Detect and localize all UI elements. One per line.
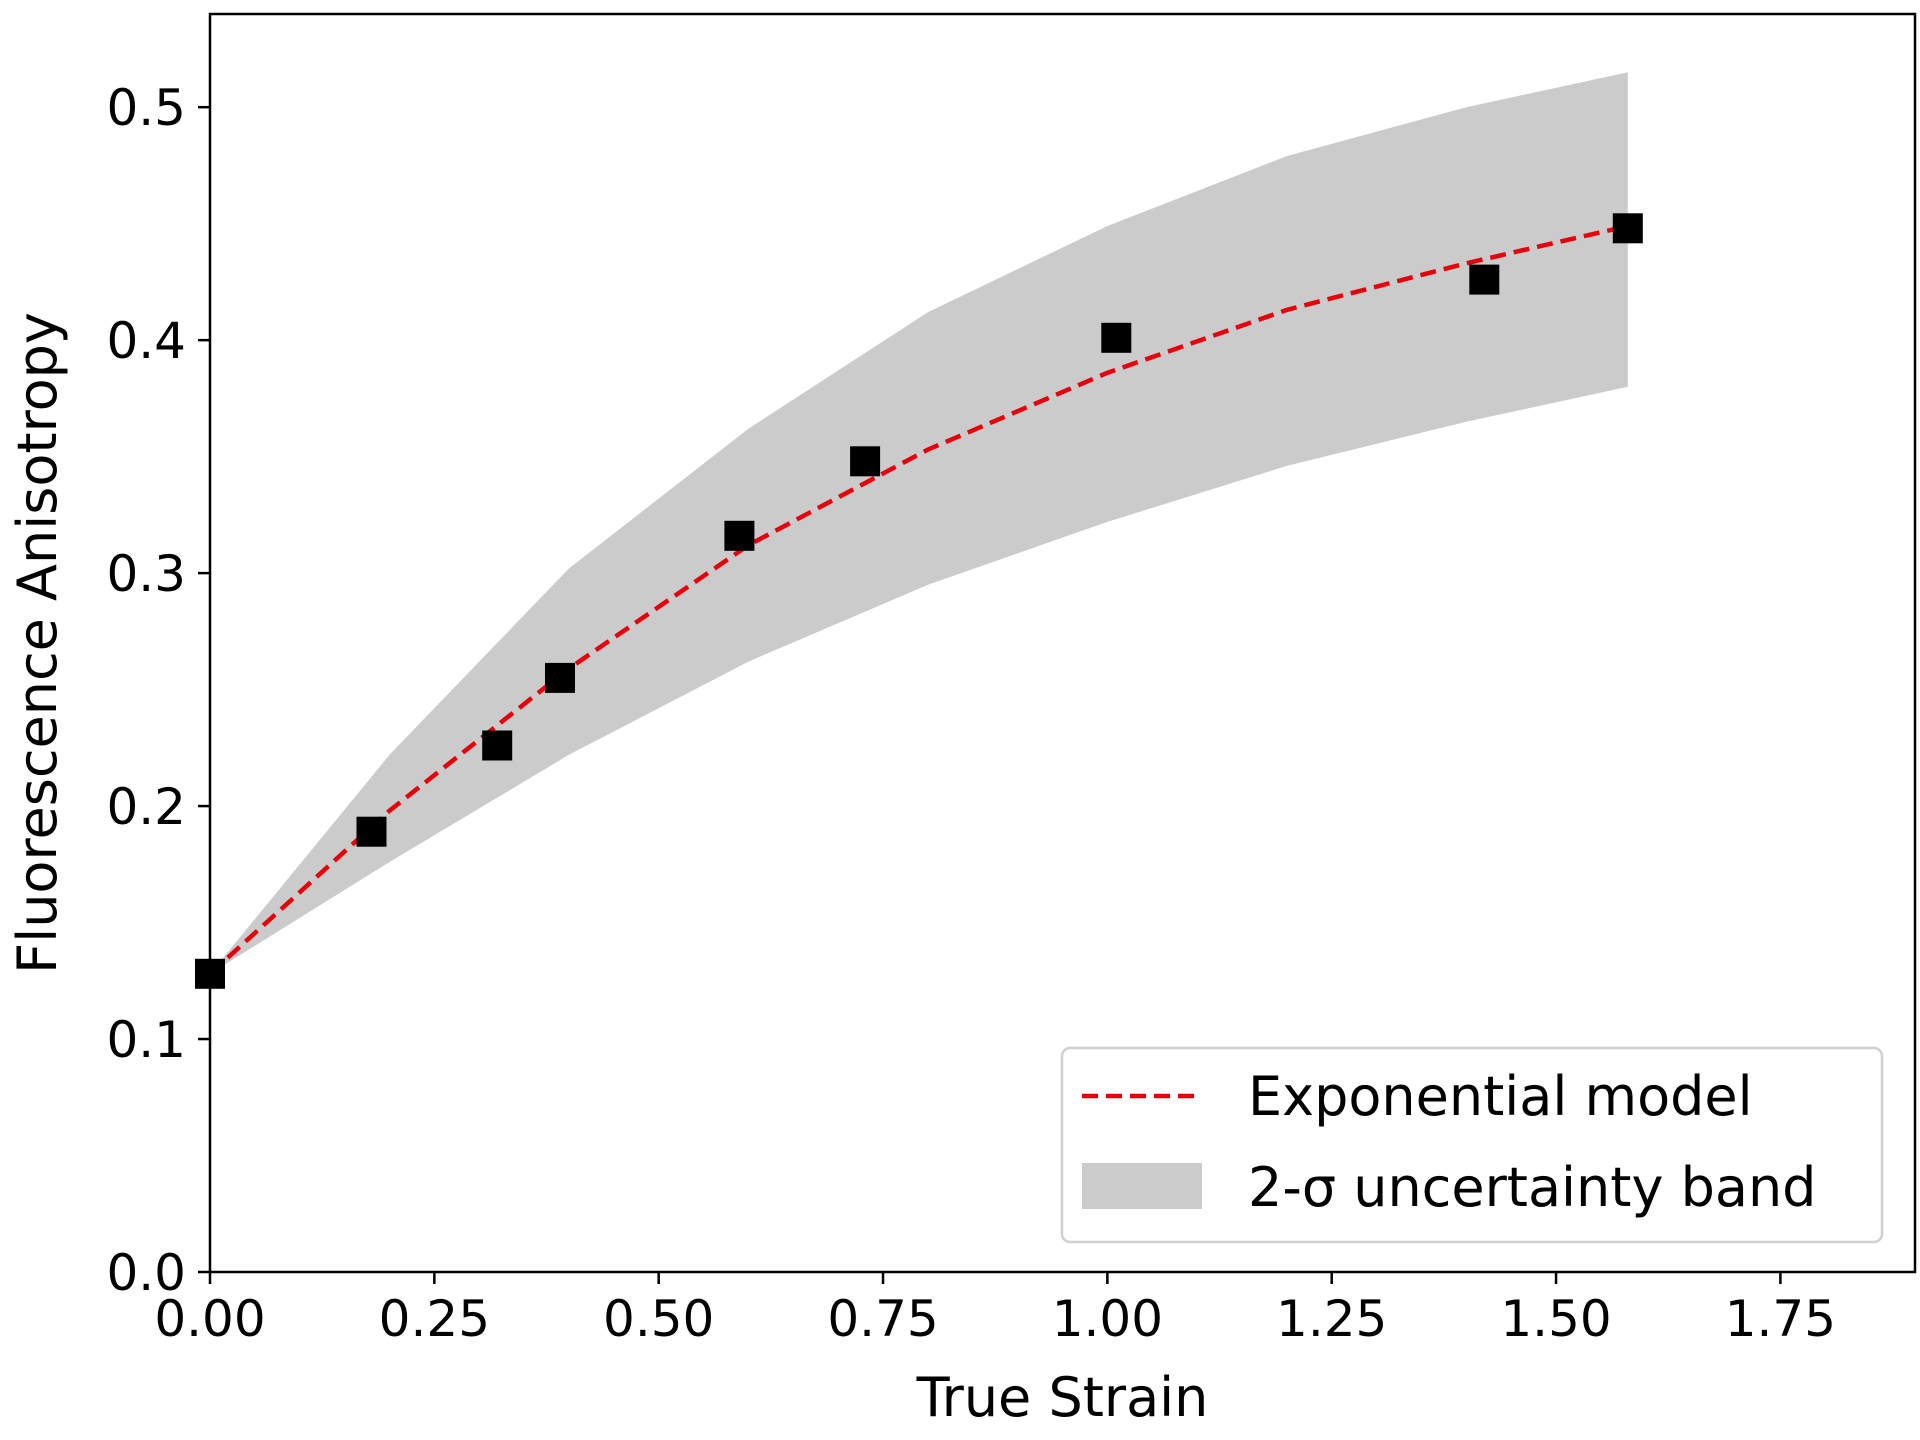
model-curve: [208, 223, 1629, 976]
x-axis-label: True Strain: [916, 1366, 1209, 1429]
y-tick-label: 0.3: [106, 545, 186, 603]
y-tick-label: 0.5: [106, 79, 186, 137]
legend-band-label: 2-σ uncertainty band: [1248, 1156, 1816, 1219]
x-tick-label: 0.00: [154, 1290, 265, 1348]
x-tick-label: 1.50: [1500, 1290, 1611, 1348]
data-point: [545, 662, 575, 693]
y-tick-label: 0.0: [106, 1244, 186, 1302]
x-tick-label: 1.00: [1052, 1290, 1163, 1348]
data-point: [482, 730, 513, 761]
model-curve-layer: [208, 223, 1629, 976]
x-tick-label: 0.50: [603, 1290, 714, 1348]
data-point: [356, 816, 387, 847]
x-tick-label: 1.75: [1725, 1290, 1836, 1348]
y-axis-label: Fluorescence Anisotropy: [6, 312, 69, 974]
data-point: [850, 446, 881, 477]
y-tick-label: 0.1: [106, 1011, 186, 1069]
data-point: [1612, 213, 1643, 244]
y-axis-ticks: 0.0 0.1 0.2 0.3 0.4 0.5: [106, 79, 210, 1302]
y-tick-label: 0.4: [106, 312, 186, 370]
x-tick-label: 0.75: [827, 1290, 938, 1348]
x-tick-label: 0.25: [379, 1290, 490, 1348]
data-point: [724, 520, 755, 551]
x-axis-ticks: 0.00 0.25 0.50 0.75 1.00 1.25 1.50 1.75: [154, 1272, 1836, 1348]
legend-band-swatch: [1082, 1163, 1202, 1209]
uncertainty-band: [210, 72, 1628, 974]
uncertainty-band-layer: [210, 72, 1628, 974]
data-points-layer: [195, 213, 1643, 989]
y-tick-label: 0.2: [106, 778, 186, 836]
plot-frame: [208, 12, 1917, 1274]
legend-box: [1060, 1046, 1884, 1244]
x-tick-label: 1.25: [1276, 1290, 1387, 1348]
legend: Exponential model 2-σ uncertainty band: [1060, 1046, 1884, 1244]
legend-model-label: Exponential model: [1248, 1065, 1753, 1128]
data-point: [1101, 322, 1132, 353]
data-point: [1469, 264, 1500, 295]
